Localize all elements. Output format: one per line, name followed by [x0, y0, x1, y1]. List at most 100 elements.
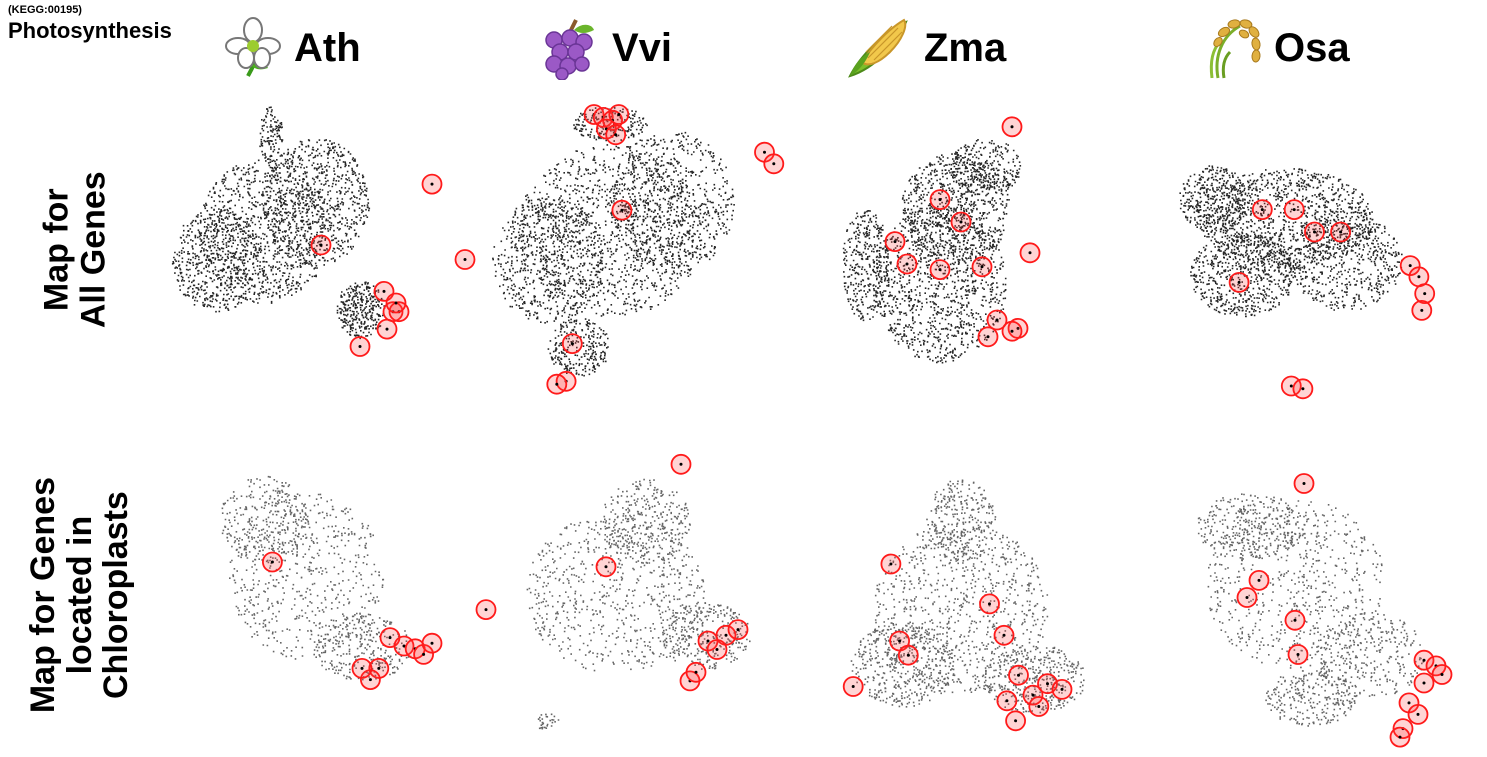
highlighted-gene-center	[1010, 125, 1014, 129]
highlighted-gene-center	[1016, 326, 1020, 330]
highlighted-gene-center	[430, 641, 434, 645]
highlighted-gene-center	[772, 162, 776, 166]
highlighted-gene-center	[1422, 658, 1426, 662]
highlighted-gene-center	[1014, 719, 1018, 723]
highlighted-gene-center	[1416, 712, 1420, 716]
highlighted-gene-center	[555, 382, 559, 386]
scatter-panel-osa-chloroplast	[1197, 473, 1453, 748]
highlighted-gene-center	[360, 666, 364, 670]
highlighted-gene-center	[986, 335, 990, 339]
row-label-line: Map for Genes	[23, 476, 62, 714]
highlighted-gene-center	[358, 345, 362, 348]
highlighted-gene-center	[1017, 673, 1020, 677]
highlighted-gene-center	[763, 150, 766, 154]
highlighted-gene-center	[1292, 208, 1296, 212]
species-label-zma: Zma	[924, 25, 1007, 70]
scatter-panel-ath-chloroplast	[221, 475, 443, 691]
highlighted-gene-center	[368, 678, 372, 682]
white-flower-icon	[225, 17, 281, 77]
highlighted-gene-center	[1313, 230, 1316, 234]
highlighted-gene-center	[1423, 292, 1427, 296]
highlighted-gene-center	[620, 208, 624, 212]
highlighted-gene-center	[570, 342, 574, 346]
species-header-zma: Zma	[846, 14, 1006, 82]
highlighted-gene-center	[377, 666, 381, 670]
row-label-chloroplast-genes: Map for Genes located in Chloroplasts	[20, 450, 140, 740]
row-label-line: All Genes	[74, 171, 112, 329]
highlighted-gene-center	[715, 648, 719, 651]
highlighted-gene-center	[694, 670, 698, 674]
gene-points	[1197, 493, 1425, 727]
gene-points	[1179, 165, 1403, 318]
highlighted-gene-center	[1237, 280, 1241, 284]
highlighted-gene-center	[1440, 673, 1444, 676]
scatter-panel-osa-all-genes	[1179, 165, 1436, 400]
highlighted-gene-center	[385, 327, 389, 331]
highlighted-gene-center	[484, 608, 488, 612]
pathway-title: Photosynthesis	[8, 18, 172, 43]
highlighted-gene-center	[422, 652, 426, 656]
highlighted-gene-center	[1002, 633, 1006, 637]
kegg-id: (KEGG:00195)	[8, 4, 82, 16]
highlighted-gene-center	[1028, 251, 1032, 255]
scatter-panel-vvi-all-genes	[492, 104, 785, 395]
highlighted-gene-center	[1245, 596, 1249, 599]
corn-icon	[848, 18, 908, 78]
gene-points	[221, 475, 412, 681]
highlighted-gene-center	[1301, 387, 1305, 391]
highlighted-gene-center	[938, 198, 942, 202]
highlighted-gene-center	[1257, 578, 1261, 582]
row-label-line: located in	[60, 515, 99, 675]
highlighted-gene-center	[1046, 682, 1049, 686]
highlighted-gene-center	[1422, 681, 1426, 685]
grapes-icon	[545, 19, 594, 80]
gene-point-cloud	[221, 475, 412, 681]
highlighted-gene-center	[394, 301, 398, 305]
highlighted-gene-center	[1293, 618, 1297, 622]
highlighted-gene-center	[1339, 230, 1343, 234]
highlighted-gene-center	[736, 628, 740, 632]
highlighted-gene-center	[1420, 308, 1424, 312]
highlighted-gene-center	[604, 565, 608, 569]
highlighted-gene-center	[1407, 701, 1411, 705]
highlighted-gene-center	[463, 258, 467, 261]
gene-points	[526, 478, 751, 730]
highlighted-gene-center	[905, 262, 909, 266]
highlighted-gene-center	[1031, 693, 1035, 697]
scatter-panel-zma-chloroplast	[842, 479, 1085, 732]
highlighted-gene-center	[1037, 705, 1041, 708]
scatter-panel-ath-all-genes	[171, 106, 476, 357]
gene-points	[171, 106, 386, 340]
highlighted-gene-center	[1296, 653, 1300, 656]
species-header-ath: Ath	[222, 14, 361, 82]
scatter-panel-zma-all-genes	[842, 116, 1041, 364]
highlighted-gene-center	[1060, 687, 1064, 691]
highlighted-gene-center	[614, 133, 618, 137]
highlighted-gene-center	[388, 636, 392, 640]
highlighted-gene-center	[959, 220, 963, 224]
highlighted-gene-center	[1260, 208, 1264, 212]
row-label-line: Chloroplasts	[97, 491, 136, 699]
row-label-all-genes: Map for All Genes	[30, 110, 120, 390]
highlighted-gene-center	[724, 633, 728, 637]
highlighted-gene-center	[1302, 482, 1306, 485]
highlighted-gene-center	[893, 240, 897, 244]
highlighted-gene-center	[1408, 264, 1412, 268]
species-label-vvi: Vvi	[612, 25, 673, 70]
highlighted-gene-center	[1417, 275, 1421, 279]
highlighted-gene-center	[1289, 384, 1293, 388]
species-header-vvi: Vvi	[540, 14, 672, 82]
highlighted-gene-center	[617, 113, 621, 116]
highlighted-gene-center	[906, 653, 910, 657]
gene-point-cloud	[1197, 493, 1425, 727]
highlighted-gene-center	[980, 265, 984, 269]
scatter-panel-vvi-chloroplast	[475, 453, 751, 730]
gene-point-cloud	[526, 478, 751, 730]
gene-point-cloud	[171, 106, 386, 340]
highlighted-gene-center	[706, 639, 710, 643]
species-header-osa: Osa	[1200, 14, 1350, 82]
highlighted-gene-center	[270, 560, 274, 564]
highlighted-gene-center	[851, 685, 855, 688]
row-label-line: Map for	[37, 188, 76, 312]
highlighted-gene-center	[1398, 735, 1402, 739]
